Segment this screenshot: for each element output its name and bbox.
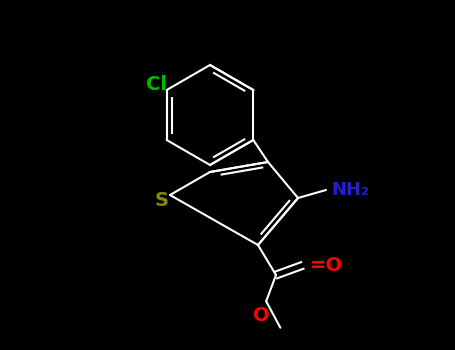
Text: O: O: [253, 306, 269, 325]
Text: S: S: [155, 190, 169, 210]
Text: NH₂: NH₂: [331, 181, 369, 199]
Text: =O: =O: [310, 256, 344, 275]
Text: Cl: Cl: [146, 75, 167, 93]
